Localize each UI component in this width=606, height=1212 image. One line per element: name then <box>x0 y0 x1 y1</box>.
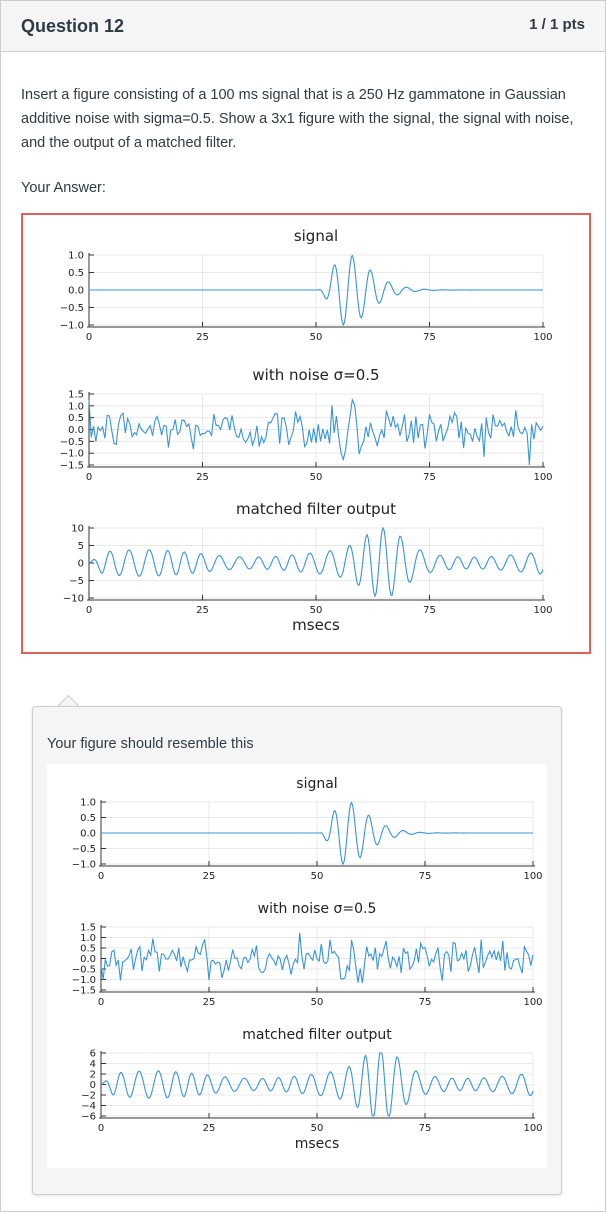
y-tick-label: 1.0 <box>80 933 96 944</box>
y-tick-label: 6 <box>90 1049 96 1060</box>
x-tick-label: 75 <box>423 605 436 616</box>
comment-box: Your figure should resemble this signal 1… <box>32 706 562 1195</box>
y-tick-label: 10 <box>71 524 84 535</box>
panel-title: signal <box>296 776 337 792</box>
series-line <box>100 1052 534 1117</box>
x-tick-label: 0 <box>86 472 92 483</box>
answer-box: signal 1.0 0.5 0.0 −0.5 −1.0 0 25 50 75 100 with no… <box>21 213 591 654</box>
y-tick-label: 0 <box>90 1080 96 1091</box>
x-tick-label: 100 <box>533 472 552 483</box>
x-tick-label: 0 <box>98 997 104 1008</box>
y-tick-label: 0.0 <box>80 829 96 840</box>
panel-title: matched filter output <box>242 1027 392 1043</box>
panel-title: with noise σ=0.5 <box>252 366 379 384</box>
x-tick-label: 50 <box>311 997 324 1008</box>
question-title: Question 12 <box>21 16 125 36</box>
x-tick-label: 25 <box>196 605 209 616</box>
y-tick-label: 0.5 <box>80 944 96 955</box>
x-tick-label: 50 <box>311 1123 324 1134</box>
answer-label: Your Answer: <box>21 180 106 196</box>
x-tick-label: 100 <box>523 871 542 882</box>
x-axis-label: msecs <box>295 1136 340 1152</box>
x-tick-label: 50 <box>310 472 323 483</box>
y-tick-label: −0.5 <box>72 965 96 976</box>
x-tick-label: 0 <box>98 1123 104 1134</box>
y-tick-label: −1.0 <box>72 860 96 871</box>
x-tick-label: 25 <box>203 1123 216 1134</box>
plot-panel: signal 1.0 0.5 0.0 −0.5 −1.00 25 50 75 100 <box>60 227 553 343</box>
x-tick-label: 25 <box>196 472 209 483</box>
x-tick-label: 75 <box>423 472 436 483</box>
plot-panel: signal 1.0 0.5 0.0 −0.5 −1.00 25 50 75 100 <box>72 776 543 882</box>
y-tick-label: −1.5 <box>60 461 84 472</box>
plot-panel: with noise σ=0.5 1.51.00.50.0−0.5−1.0−1.5… <box>60 366 553 483</box>
question-points: 1 / 1 pts <box>529 16 585 33</box>
series-line <box>88 526 544 598</box>
y-tick-label: 0.5 <box>68 268 84 279</box>
y-tick-label: −1.0 <box>60 449 84 460</box>
y-tick-label: −0.5 <box>60 437 84 448</box>
y-tick-label: 1.5 <box>68 390 84 401</box>
x-tick-label: 0 <box>86 332 92 343</box>
question-text: Insert a figure consisting of a 100 ms s… <box>21 87 574 151</box>
x-tick-label: 100 <box>523 1123 542 1134</box>
reference-figure-container: signal 1.0 0.5 0.0 −0.5 −1.0 0 25 50 75 100 with no… <box>47 764 547 1168</box>
y-tick-label: 0.0 <box>68 425 84 436</box>
x-tick-label: 75 <box>419 997 432 1008</box>
y-tick-label: −1.0 <box>72 975 96 986</box>
x-tick-label: 75 <box>419 871 432 882</box>
y-tick-label: −1.0 <box>60 321 84 332</box>
y-tick-label: 0.5 <box>80 813 96 824</box>
x-tick-label: 100 <box>533 605 552 616</box>
x-tick-label: 50 <box>310 332 323 343</box>
x-tick-label: 75 <box>423 332 436 343</box>
y-tick-label: 0.5 <box>68 413 84 424</box>
y-tick-label: 0.0 <box>80 954 96 965</box>
y-tick-label: −10 <box>63 594 84 605</box>
y-tick-label: 2 <box>90 1070 96 1081</box>
comment-text: Your figure should resemble this <box>47 736 254 752</box>
y-tick-label: −0.5 <box>72 844 96 855</box>
x-tick-label: 75 <box>419 1123 432 1134</box>
series-line <box>88 397 544 466</box>
y-tick-label: −2 <box>81 1091 96 1102</box>
y-tick-label: −1.5 <box>72 986 96 997</box>
x-tick-label: 0 <box>86 605 92 616</box>
x-axis-label: msecs <box>292 616 340 634</box>
y-tick-label: 1.5 <box>80 923 96 934</box>
y-tick-label: 4 <box>90 1059 96 1070</box>
series-line <box>101 801 533 866</box>
y-tick-label: 0 <box>78 559 84 570</box>
x-tick-label: 25 <box>203 871 216 882</box>
series-line <box>89 254 543 327</box>
y-tick-label: −6 <box>81 1112 96 1123</box>
plot-panel: with noise σ=0.5 1.51.00.50.0−0.5−1.0−1.5… <box>72 901 543 1008</box>
y-tick-label: 0.0 <box>68 286 84 297</box>
y-tick-label: −5 <box>69 576 84 587</box>
series-line <box>100 932 534 984</box>
panel-title: with noise σ=0.5 <box>258 901 377 917</box>
x-tick-label: 0 <box>98 871 104 882</box>
x-tick-label: 100 <box>533 332 552 343</box>
x-tick-label: 50 <box>311 871 324 882</box>
x-tick-label: 50 <box>310 605 323 616</box>
y-tick-label: 1.0 <box>68 251 84 262</box>
x-tick-label: 25 <box>196 332 209 343</box>
x-tick-label: 25 <box>203 997 216 1008</box>
question-header: Question 12 1 / 1 pts <box>1 1 605 52</box>
y-tick-label: 1.0 <box>68 401 84 412</box>
y-tick-label: 1.0 <box>80 798 96 809</box>
x-tick-label: 100 <box>523 997 542 1008</box>
panel-title: signal <box>294 227 338 245</box>
panel-title: matched filter output <box>236 500 396 518</box>
y-tick-label: 5 <box>78 541 84 552</box>
y-tick-label: −4 <box>81 1101 96 1112</box>
y-tick-label: −0.5 <box>60 303 84 314</box>
